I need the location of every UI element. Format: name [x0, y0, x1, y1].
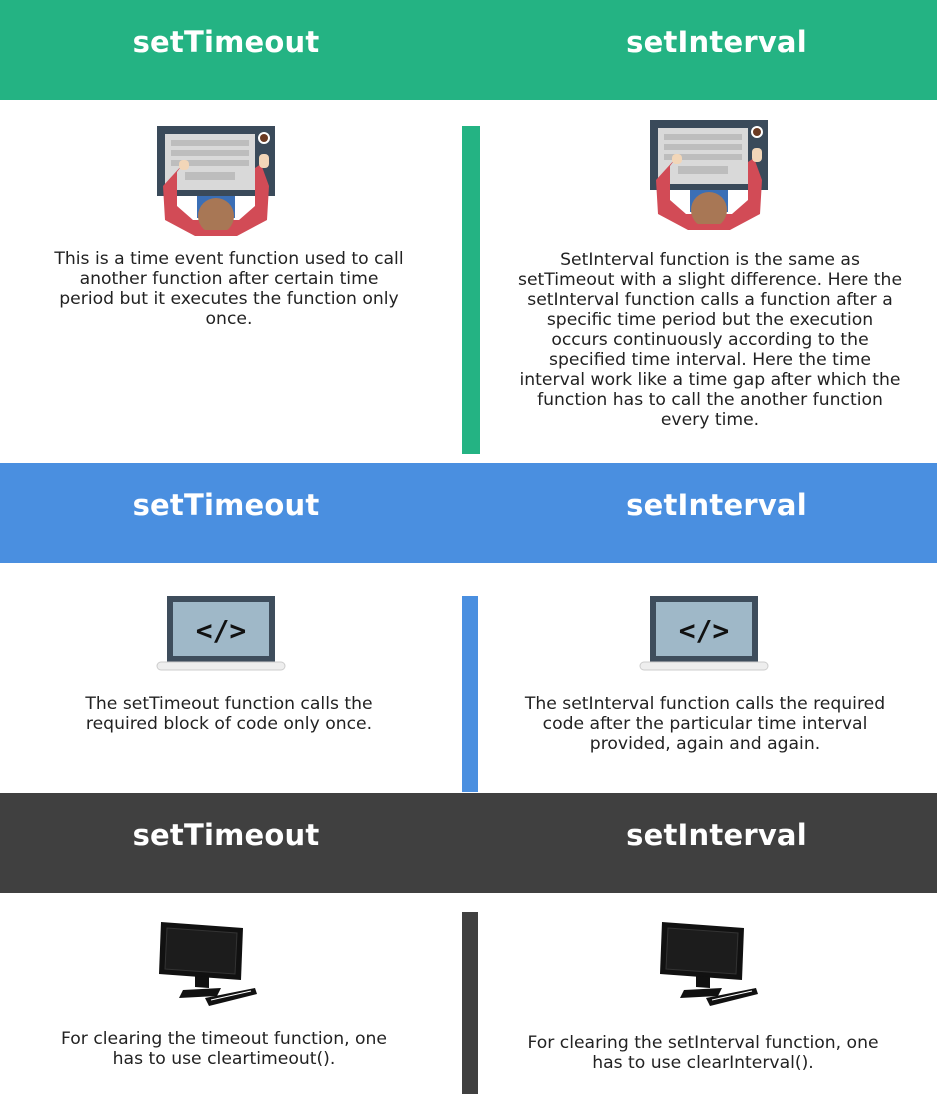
header-settimeout: setTimeout	[132, 818, 320, 852]
section-1-header: setTimeout setInterval	[0, 0, 937, 100]
desktop-monitor-icon	[660, 922, 758, 1006]
code-laptop-icon: </>	[639, 596, 769, 671]
code-laptop-icon: </>	[156, 596, 286, 671]
setinterval-description: The setInterval function calls the requi…	[524, 694, 886, 754]
header-settimeout: setTimeout	[132, 25, 320, 59]
setinterval-description: SetInterval function is the same as setT…	[518, 250, 903, 430]
header-setinterval: setInterval	[626, 25, 807, 59]
header-setinterval: setInterval	[626, 488, 807, 522]
settimeout-description: For clearing the timeout function, one h…	[61, 1029, 387, 1069]
svg-text:</>: </>	[196, 614, 247, 647]
settimeout-description: The setTimeout function calls the requir…	[85, 694, 373, 734]
section-1-divider	[462, 126, 480, 454]
settimeout-description: This is a time event function used to ca…	[54, 249, 404, 329]
person-at-laptop-icon	[650, 120, 768, 230]
person-at-laptop-icon	[157, 126, 275, 236]
section-2-header: setTimeout setInterval	[0, 463, 937, 563]
setinterval-description: For clearing the setInterval function, o…	[527, 1033, 879, 1073]
desktop-monitor-icon	[159, 922, 257, 1006]
header-settimeout: setTimeout	[132, 488, 320, 522]
section-3-header: setTimeout setInterval	[0, 793, 937, 893]
header-setinterval: setInterval	[626, 818, 807, 852]
section-3-divider	[462, 912, 478, 1094]
svg-text:</>: </>	[679, 614, 730, 647]
section-2-divider	[462, 596, 478, 792]
